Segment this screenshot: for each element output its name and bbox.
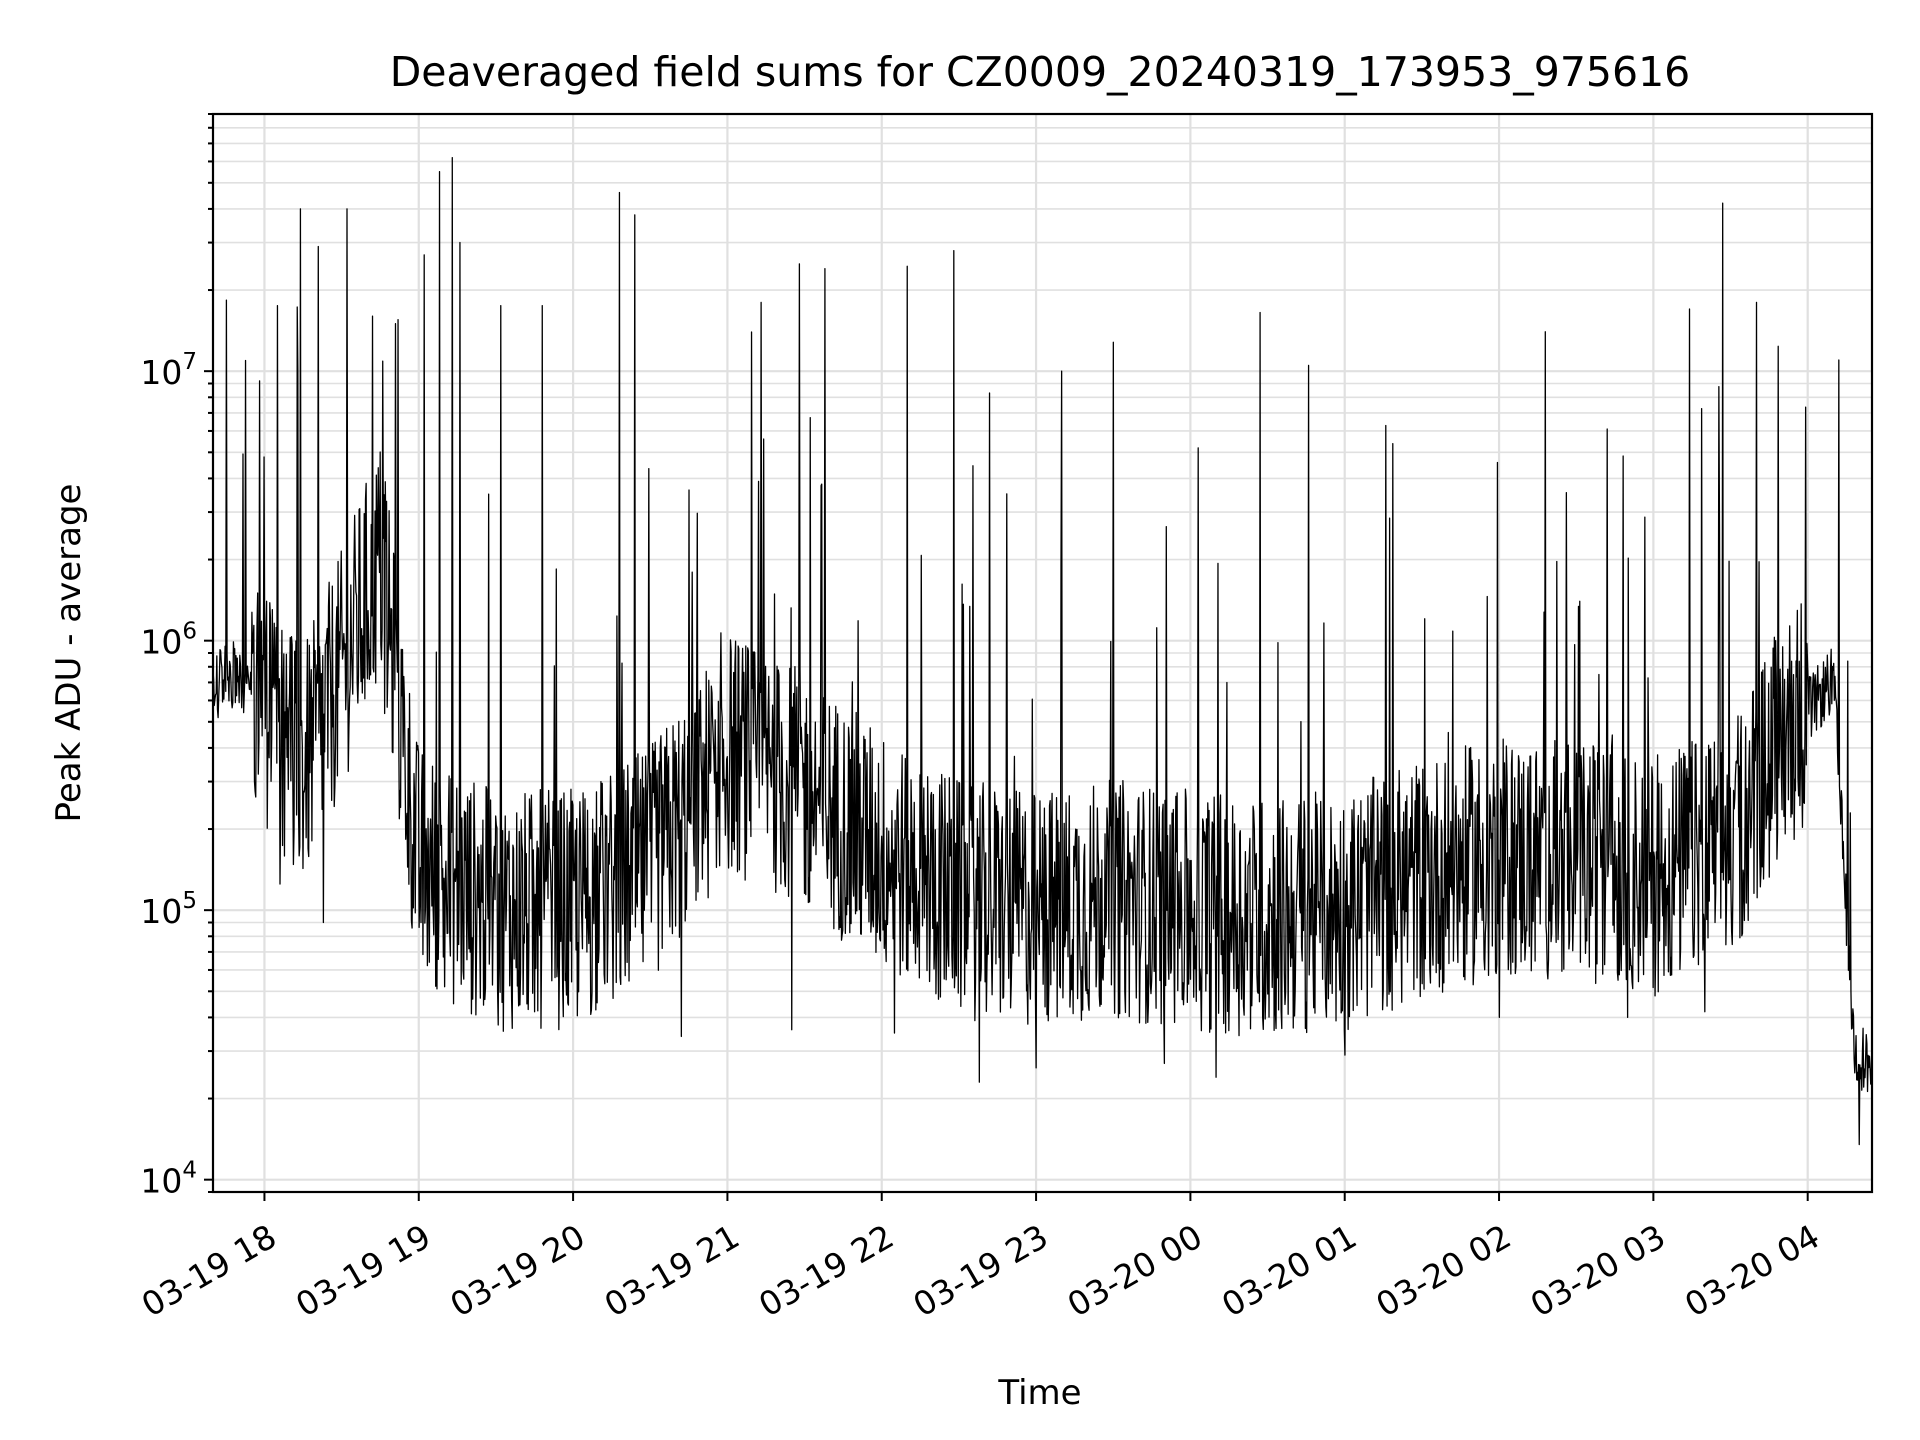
x-tick-label: 03-19 18 <box>135 1217 283 1325</box>
y-axis-label: Peak ADU - average <box>49 484 89 823</box>
y-tick-base: 10 <box>140 623 182 662</box>
x-tick-label: 03-19 20 <box>443 1217 591 1325</box>
y-tick-exponent: 4 <box>182 1158 197 1184</box>
x-tick-label: 03-19 23 <box>906 1217 1054 1325</box>
y-tick-exponent: 5 <box>182 888 197 914</box>
x-tick-label: 03-20 04 <box>1678 1217 1826 1325</box>
x-tick-label: 03-19 21 <box>598 1217 746 1325</box>
x-tick-label: 03-20 01 <box>1215 1217 1363 1325</box>
chart-title: Deaveraged field sums for CZ0009_2024031… <box>390 48 1691 96</box>
y-tick-base: 10 <box>140 353 182 392</box>
series <box>212 156 1873 1146</box>
x-tick-label: 03-20 00 <box>1061 1217 1209 1325</box>
x-tick-label: 03-19 19 <box>289 1217 437 1325</box>
y-tick-label: 107 <box>140 349 197 392</box>
x-axis-ticks: 03-19 18 03-19 19 03-19 20 03-19 21 03-19 22… <box>135 1192 1826 1325</box>
y-tick-base: 10 <box>140 1162 182 1201</box>
x-tick-label: 03-20 02 <box>1369 1217 1517 1325</box>
y-tick-label: 104 <box>140 1158 197 1201</box>
y-tick-exponent: 7 <box>182 349 197 375</box>
x-axis-label: Time <box>997 1373 1081 1413</box>
x-tick-label: 03-20 03 <box>1524 1217 1672 1325</box>
y-tick-label: 105 <box>140 888 197 931</box>
y-tick-label: 106 <box>140 619 197 662</box>
series-line-peak-adu <box>212 156 1873 1146</box>
y-tick-base: 10 <box>140 892 182 931</box>
x-tick-label: 03-19 22 <box>752 1217 900 1325</box>
y-tick-exponent: 6 <box>182 619 197 645</box>
